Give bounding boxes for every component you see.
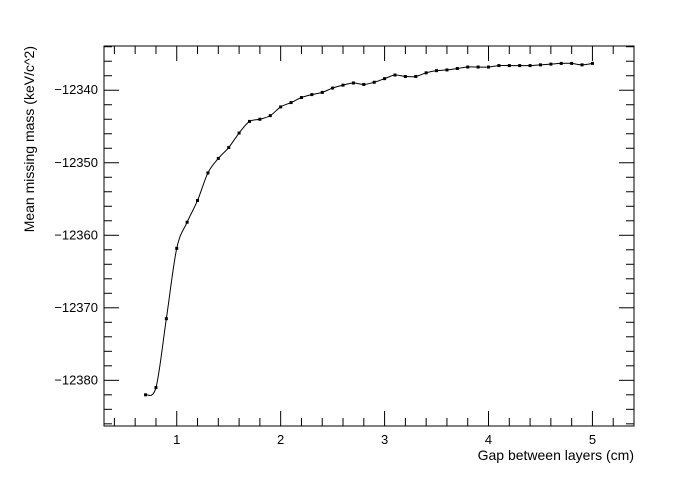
data-markers <box>144 61 594 397</box>
data-point <box>258 117 262 121</box>
x-tick-label: 5 <box>589 432 596 447</box>
data-point <box>206 171 210 175</box>
x-tick-label: 2 <box>277 432 284 447</box>
data-point <box>538 63 542 67</box>
data-point <box>528 64 532 68</box>
data-point <box>227 146 231 150</box>
y-tick-label: −12370 <box>54 300 98 315</box>
data-point <box>549 62 553 66</box>
data-point <box>435 69 439 73</box>
y-tick-label: −12340 <box>54 82 98 97</box>
y-tick-label: −12360 <box>54 227 98 242</box>
series-line <box>145 62 593 396</box>
data-point <box>331 86 335 90</box>
data-point <box>164 317 168 321</box>
data-point <box>570 61 574 65</box>
data-point <box>403 74 407 78</box>
y-axis-ticks: −12380 −12370 −12360 −12350 −12340 <box>54 46 634 425</box>
data-point <box>279 105 283 109</box>
data-point <box>445 68 449 72</box>
data-point <box>518 64 522 68</box>
data-point <box>362 82 366 86</box>
data-point <box>455 66 459 70</box>
data-point <box>590 61 594 65</box>
data-point <box>476 65 480 69</box>
x-tick-label: 1 <box>173 432 180 447</box>
data-point <box>497 64 501 68</box>
data-point <box>507 64 511 68</box>
data-point <box>175 246 179 250</box>
data-point <box>414 74 418 78</box>
data-point <box>247 119 251 123</box>
x-axis-ticks: 1 2 3 4 5 <box>113 46 635 447</box>
data-point <box>341 83 345 87</box>
data-point <box>393 73 397 77</box>
plot-frame <box>103 45 635 427</box>
y-axis-label: Mean missing mass (keV/c^2) <box>21 46 37 232</box>
data-point <box>289 101 293 105</box>
data-point <box>237 131 241 135</box>
y-tick-label: −12350 <box>54 155 98 170</box>
y-tick-label: −12380 <box>54 372 98 387</box>
data-point <box>144 393 148 397</box>
data-point <box>424 71 428 75</box>
data-point <box>154 386 158 390</box>
data-point <box>196 198 200 202</box>
data-point <box>185 220 189 224</box>
data-point <box>310 93 314 97</box>
data-point <box>580 63 584 67</box>
data-point <box>466 65 470 69</box>
data-point <box>299 95 303 99</box>
data-point <box>559 61 563 65</box>
x-axis-label: Gap between layers (cm) <box>478 447 634 463</box>
data-point <box>216 156 220 160</box>
x-tick-label: 3 <box>381 432 388 447</box>
x-tick-label: 4 <box>485 432 492 447</box>
data-point <box>487 65 491 69</box>
data-point <box>383 77 387 81</box>
data-point <box>372 80 376 84</box>
data-point <box>268 114 272 118</box>
data-point <box>351 81 355 85</box>
data-point <box>320 90 324 94</box>
